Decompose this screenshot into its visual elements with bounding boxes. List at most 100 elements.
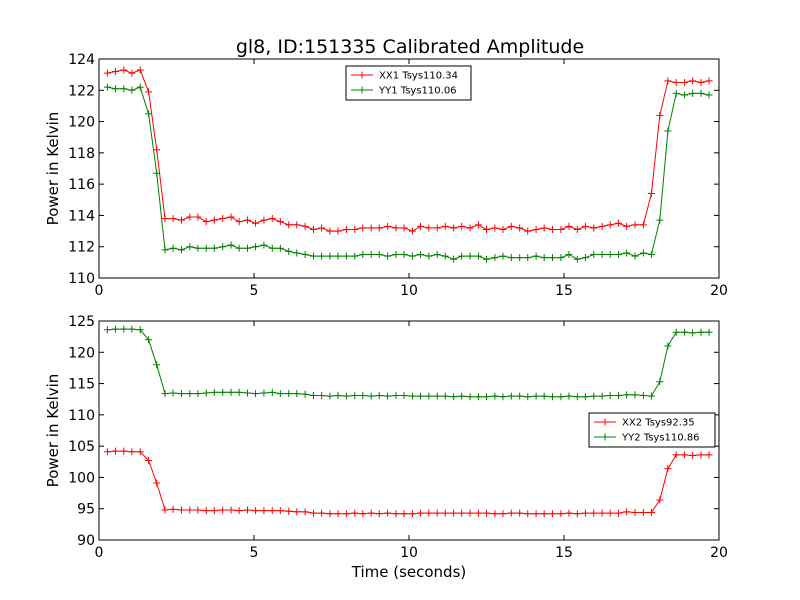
- top-point-marker: [450, 224, 458, 232]
- bottom-point-marker: [565, 392, 573, 400]
- top-point-marker: [549, 254, 557, 262]
- top-point-marker: [120, 85, 128, 93]
- top-point-marker: [219, 243, 227, 251]
- top-point-marker: [392, 224, 400, 232]
- top-point-marker: [623, 222, 631, 230]
- bottom-x-tick-label: 20: [710, 545, 728, 561]
- bottom-point-marker: [474, 509, 482, 517]
- bottom-point-marker: [697, 328, 705, 336]
- top-point-marker: [169, 215, 177, 223]
- bottom-point-marker: [342, 510, 350, 518]
- bottom-point-marker: [351, 391, 359, 399]
- bottom-point-marker: [598, 392, 606, 400]
- top-legend-label: YY1 Tsys110.06: [378, 86, 457, 97]
- top-point-marker: [111, 85, 119, 93]
- top-x-tick-label: 15: [555, 283, 573, 299]
- top-point-marker: [499, 226, 507, 234]
- top-point-marker: [359, 251, 367, 259]
- bottom-point-marker: [276, 390, 284, 398]
- top-point-marker: [219, 215, 227, 223]
- top-point-marker: [681, 91, 689, 99]
- top-point-marker: [202, 244, 210, 252]
- top-point-marker: [639, 221, 647, 229]
- top-point-marker: [705, 91, 713, 99]
- top-point-marker: [499, 252, 507, 260]
- bottom-point-marker: [672, 451, 680, 459]
- bottom-series-markers-2: [103, 325, 713, 401]
- top-y-tick-label: 122: [68, 83, 95, 99]
- top-point-marker: [235, 244, 243, 252]
- top-point-marker: [227, 241, 235, 249]
- top-point-marker: [697, 89, 705, 97]
- top-point-marker: [615, 219, 623, 227]
- top-point-marker: [334, 227, 342, 235]
- top-point-marker: [681, 78, 689, 86]
- top-point-marker: [664, 77, 672, 85]
- bottom-point-marker: [177, 390, 185, 398]
- top-point-marker: [491, 224, 499, 232]
- top-point-marker: [524, 254, 532, 262]
- bottom-point-marker: [169, 505, 177, 513]
- bottom-point-marker: [631, 391, 639, 399]
- top-y-tick-label: 116: [68, 177, 95, 193]
- bottom-point-marker: [474, 393, 482, 401]
- top-x-tick-label: 5: [250, 283, 259, 299]
- top-point-marker: [186, 213, 194, 221]
- bottom-point-marker: [672, 328, 680, 336]
- top-point-marker: [483, 226, 490, 234]
- top-point-marker: [450, 255, 458, 263]
- top-point-marker: [326, 227, 334, 235]
- bottom-point-marker: [342, 392, 350, 400]
- bottom-point-marker: [681, 451, 689, 459]
- top-point-marker: [161, 215, 169, 223]
- top-point-marker: [103, 69, 111, 77]
- bottom-point-marker: [276, 507, 284, 515]
- bottom-point-marker: [656, 496, 664, 504]
- bottom-point-marker: [450, 509, 458, 517]
- top-point-marker: [359, 224, 367, 232]
- top-point-marker: [606, 251, 614, 259]
- bottom-point-marker: [697, 451, 705, 459]
- bottom-point-marker: [425, 392, 433, 400]
- top-point-marker: [169, 244, 177, 252]
- top-point-marker: [458, 222, 466, 230]
- bottom-point-marker: [540, 510, 548, 518]
- top-point-marker: [334, 252, 342, 260]
- bottom-point-marker: [573, 510, 581, 518]
- bottom-point-marker: [705, 451, 713, 459]
- bottom-x-tick-label: 15: [555, 545, 573, 561]
- bottom-point-marker: [408, 392, 416, 400]
- bottom-point-marker: [194, 506, 202, 514]
- bottom-y-tick-label: 105: [68, 439, 95, 455]
- bottom-y-tick-label: 90: [77, 533, 95, 549]
- top-point-marker: [656, 216, 664, 224]
- bottom-point-marker: [334, 391, 342, 399]
- bottom-point-marker: [516, 509, 524, 517]
- top-point-marker: [606, 221, 614, 229]
- top-point-marker: [425, 252, 433, 260]
- bottom-point-marker: [145, 457, 153, 465]
- top-point-marker: [252, 219, 260, 227]
- top-point-marker: [416, 251, 424, 259]
- top-point-marker: [260, 241, 268, 249]
- bottom-point-marker: [681, 328, 689, 336]
- bottom-point-marker: [128, 325, 136, 333]
- top-point-marker: [194, 244, 202, 252]
- bottom-point-marker: [615, 391, 623, 399]
- top-legend-label: XX1 Tsys110.34: [379, 71, 458, 82]
- top-point-marker: [639, 249, 647, 257]
- top-point-marker: [466, 252, 474, 260]
- bottom-point-marker: [128, 448, 136, 456]
- top-point-marker: [664, 127, 672, 135]
- bottom-legend-label: XX2 Tsys92.35: [622, 418, 695, 429]
- top-point-marker: [590, 224, 598, 232]
- bottom-point-marker: [664, 342, 672, 350]
- top-point-marker: [128, 86, 136, 94]
- bottom-series-markers-1: [103, 447, 713, 518]
- bottom-point-marker: [145, 336, 153, 344]
- top-point-marker: [631, 252, 639, 260]
- bottom-point-marker: [549, 510, 557, 518]
- bottom-point-marker: [425, 509, 433, 517]
- bottom-point-marker: [540, 392, 548, 400]
- bottom-point-marker: [227, 388, 235, 396]
